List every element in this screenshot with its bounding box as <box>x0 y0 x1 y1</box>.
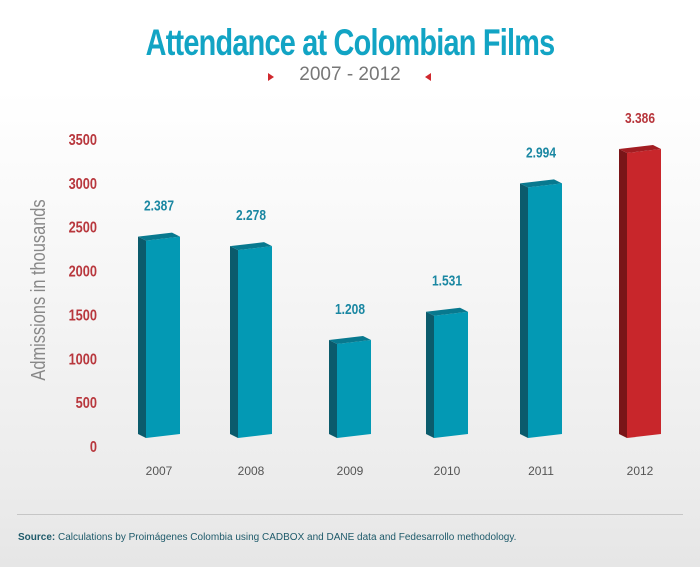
bar-side <box>230 246 238 438</box>
bar-chart: Admissions in thousands 0 500 1000 1500 2000 2… <box>26 110 661 478</box>
y-tick-label: 1000 <box>69 351 97 369</box>
bar <box>528 183 562 438</box>
bar-side <box>426 311 434 438</box>
x-tick-label: 2008 <box>238 464 265 478</box>
data-label: 3.386 <box>625 110 655 127</box>
source-label: Source: <box>18 532 56 543</box>
data-label: 1.531 <box>432 272 462 289</box>
data-label: 2.994 <box>526 144 556 161</box>
data-label: 1.208 <box>335 301 365 318</box>
bar <box>434 311 468 438</box>
data-label: 2.387 <box>144 197 174 214</box>
chart-title: Attendance at Colombian Films <box>145 22 556 63</box>
x-tick-label: 2009 <box>337 464 364 478</box>
bar-top <box>520 179 562 188</box>
source-text: Calculations by Proimágenes Colombia usi… <box>58 532 517 543</box>
bar-top <box>230 242 272 251</box>
y-tick-label: 3500 <box>69 132 97 150</box>
data-label: 2.278 <box>236 207 266 224</box>
y-tick-label: 2500 <box>69 219 97 237</box>
chart-subtitle: 2007 - 2012 <box>299 64 401 85</box>
x-tick-label: 2011 <box>528 464 554 478</box>
bar <box>146 236 180 438</box>
bar-side <box>138 236 146 438</box>
y-tick-label: 0 <box>90 439 97 457</box>
y-axis-label: Admissions in thousands <box>26 199 49 380</box>
triangle-left-icon <box>425 73 431 81</box>
bar-top <box>426 307 468 316</box>
bar-top <box>329 336 371 345</box>
y-tick-label: 1500 <box>69 307 97 325</box>
y-tick-label: 2000 <box>69 263 97 281</box>
bar-side <box>329 340 337 438</box>
triangle-right-icon <box>268 73 274 81</box>
source-note: Source: Calculations by Proimágenes Colo… <box>18 532 516 543</box>
x-tick-label: 2007 <box>146 464 173 478</box>
divider <box>17 514 683 515</box>
bar-side <box>619 148 627 438</box>
bar-side <box>520 183 528 438</box>
bar <box>627 148 661 438</box>
x-tick-label: 2010 <box>434 464 461 478</box>
y-tick-label: 3000 <box>69 176 97 194</box>
bar <box>238 246 272 438</box>
x-tick-label: 2012 <box>627 464 654 478</box>
bar-top <box>138 232 180 241</box>
bar-top <box>619 144 661 153</box>
bar <box>337 340 371 438</box>
y-tick-label: 500 <box>76 395 97 413</box>
